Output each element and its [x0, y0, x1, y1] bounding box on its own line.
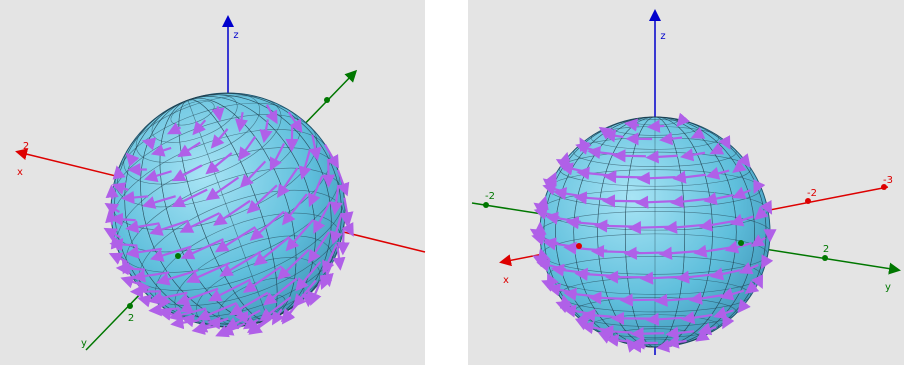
- vector-arrow: [649, 126, 664, 127]
- axis-point: [127, 303, 133, 309]
- axis-point: [738, 240, 744, 246]
- axis-label: y: [81, 338, 87, 349]
- vector-arrow: [237, 316, 240, 318]
- vector-arrow: [614, 156, 645, 157]
- screenshot: z 2 x 2 y z -2 x -2 -3 2 y: [0, 0, 904, 365]
- axis-label: 2: [823, 244, 829, 255]
- vector-arrow: [593, 251, 639, 252]
- axis-label: -2: [485, 191, 495, 202]
- vector-arrow: [633, 333, 664, 334]
- page: z2x2y z-2x-2-32y (() => { const data = J…: [0, 0, 904, 365]
- axis-point: [483, 202, 489, 208]
- axis-point: [576, 243, 582, 249]
- axis-point: [822, 255, 828, 261]
- vector-arrow: [605, 176, 642, 177]
- axis-label: x: [503, 275, 509, 286]
- axis-label: -3: [883, 175, 893, 186]
- axis-label: 2: [128, 313, 134, 324]
- axis-label: 2: [23, 141, 29, 152]
- axis-label: y: [885, 282, 891, 293]
- vector-arrow: [630, 346, 645, 347]
- axis-point: [324, 97, 330, 103]
- axis-label: -2: [807, 188, 817, 199]
- axis-label: z: [233, 30, 238, 41]
- axis-label: z: [660, 31, 665, 42]
- axis-label: x: [17, 167, 23, 178]
- vector-arrow: [596, 226, 641, 227]
- vector-arrow: [639, 177, 676, 179]
- vector-arrow: [604, 201, 646, 202]
- axis-point: [175, 253, 181, 259]
